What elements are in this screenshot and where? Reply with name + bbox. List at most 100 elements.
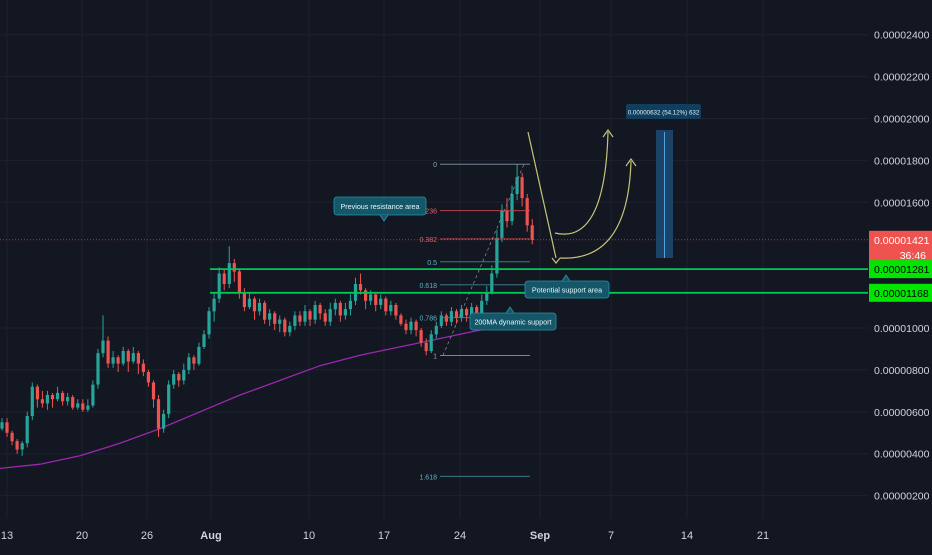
candle xyxy=(439,311,443,328)
candle-body xyxy=(50,395,55,400)
candle xyxy=(5,418,9,437)
candle xyxy=(348,294,352,316)
candle xyxy=(156,395,161,437)
candle xyxy=(308,309,312,326)
candle xyxy=(151,380,156,408)
price-tick-label: 0.00000200 xyxy=(874,491,930,503)
fib-trend-line xyxy=(442,164,525,356)
candle xyxy=(399,313,403,326)
current-price-badge[interactable] xyxy=(869,230,932,264)
candle xyxy=(40,390,44,408)
candle-body xyxy=(146,372,150,383)
candle xyxy=(121,346,125,366)
candle-body xyxy=(40,399,44,404)
price-axis[interactable]: 0.00002400 0.00002200 0.00002000 0.00001800… xyxy=(868,0,932,536)
candle-body xyxy=(439,315,443,326)
arrow-head-icon xyxy=(551,257,561,264)
candle xyxy=(303,304,307,326)
time-axis[interactable]: 13 20 26 Aug 10 17 24 Sep 7 14 21 xyxy=(0,518,932,550)
candle xyxy=(257,298,262,316)
candle-body xyxy=(55,392,60,400)
candle-body xyxy=(222,273,226,284)
candle xyxy=(465,307,469,322)
price-tick-label: 0.00001000 xyxy=(874,323,930,335)
candle-body xyxy=(409,321,413,331)
candle xyxy=(61,390,65,406)
time-tick-label: Sep xyxy=(530,530,550,542)
candle xyxy=(283,317,287,337)
candle-body xyxy=(182,369,186,381)
candle xyxy=(379,294,383,310)
candle-body xyxy=(131,353,135,362)
time-tick-label: 14 xyxy=(681,530,693,542)
price-tick-label: 0.00002400 xyxy=(874,30,930,42)
price-tick-label: 0.00002200 xyxy=(874,72,930,84)
candle xyxy=(318,302,322,320)
candle-body xyxy=(318,305,322,314)
candle-body xyxy=(151,382,156,400)
candle-body xyxy=(505,210,509,222)
candle-body xyxy=(172,374,176,385)
candle-body xyxy=(323,313,327,322)
candle-body xyxy=(293,315,297,326)
candle xyxy=(111,351,115,368)
candle xyxy=(404,319,408,335)
drawings: 0 0.236 0.382 0.5 0.618 0.786 1 1.618 0.00000632… xyxy=(0,104,868,481)
projection-curve-up-1 xyxy=(554,131,609,235)
time-axis-background xyxy=(0,518,932,550)
candle-body xyxy=(404,323,408,331)
candle xyxy=(20,441,24,456)
annotation-potential-support[interactable]: Potential support area xyxy=(524,274,610,299)
candle xyxy=(177,371,181,387)
candle-body xyxy=(384,298,388,312)
candle-body xyxy=(202,334,206,347)
candle xyxy=(429,330,433,354)
fib-level-label: 0.236 xyxy=(419,209,437,216)
candle-body xyxy=(106,340,110,364)
support-price-badge-1[interactable] xyxy=(869,260,932,279)
candle xyxy=(187,353,191,375)
fib-level-label: 1 xyxy=(433,353,437,360)
measure-label: 0.00000632 (54.12%) 632 xyxy=(628,110,700,117)
candle xyxy=(323,309,327,326)
candle xyxy=(278,315,282,333)
candle xyxy=(227,246,231,289)
candle-body xyxy=(197,346,201,364)
candle-body xyxy=(389,305,393,312)
candle xyxy=(328,302,332,326)
candle xyxy=(480,294,484,316)
candle-body xyxy=(348,300,352,310)
candle-body xyxy=(328,309,332,322)
candle-body xyxy=(278,319,282,324)
candle-body xyxy=(358,284,363,291)
ma200-line xyxy=(0,318,526,470)
candle xyxy=(131,346,135,364)
candle xyxy=(55,386,60,402)
annotation-200ma-support[interactable]: 200MA dynamic support xyxy=(469,306,557,331)
candle xyxy=(293,311,297,331)
candle xyxy=(485,286,489,305)
current-price-text: 0.00001421 xyxy=(874,235,930,247)
support-price-badge-2[interactable] xyxy=(869,283,932,302)
candle xyxy=(510,185,514,226)
candle xyxy=(414,319,418,337)
candle xyxy=(15,439,19,454)
candle-body xyxy=(485,292,489,301)
candle-body xyxy=(434,325,438,335)
candle xyxy=(358,273,363,295)
price-tick-label: 0.00000600 xyxy=(874,407,930,419)
candle xyxy=(207,307,211,339)
candle-body xyxy=(424,342,428,352)
candle xyxy=(490,265,494,295)
candle-body xyxy=(454,311,459,318)
fib-level-label: 0.786 xyxy=(419,316,437,323)
time-tick-label: 13 xyxy=(1,530,13,542)
candle-body xyxy=(449,311,453,322)
candle-body xyxy=(374,294,378,305)
candle xyxy=(25,411,29,448)
candle xyxy=(71,395,75,410)
annotation-previous-resistance[interactable]: Previous resistance area xyxy=(333,196,427,222)
candle-body xyxy=(313,305,317,320)
